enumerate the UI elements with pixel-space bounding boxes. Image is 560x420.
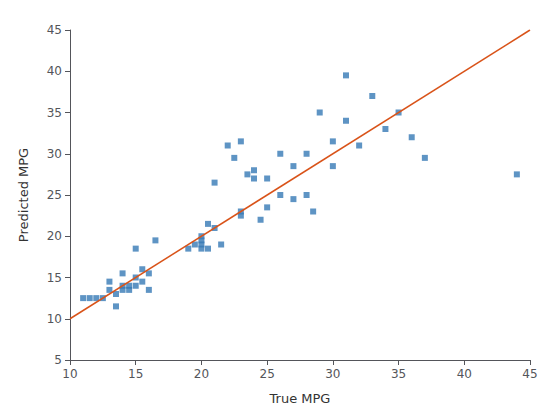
- svg-text:15: 15: [47, 271, 62, 285]
- svg-text:True MPG: True MPG: [269, 391, 331, 406]
- svg-text:45: 45: [47, 23, 62, 37]
- svg-text:35: 35: [391, 367, 406, 381]
- svg-text:30: 30: [47, 147, 62, 161]
- svg-text:35: 35: [47, 106, 62, 120]
- svg-text:25: 25: [47, 188, 62, 202]
- svg-text:25: 25: [260, 367, 275, 381]
- svg-text:30: 30: [325, 367, 340, 381]
- svg-text:10: 10: [62, 367, 77, 381]
- svg-text:40: 40: [47, 64, 62, 78]
- svg-text:5: 5: [54, 353, 62, 367]
- svg-text:10: 10: [47, 312, 62, 326]
- svg-text:45: 45: [522, 367, 537, 381]
- svg-text:40: 40: [457, 367, 472, 381]
- svg-text:15: 15: [128, 367, 143, 381]
- svg-text:20: 20: [47, 229, 62, 243]
- svg-text:20: 20: [194, 367, 209, 381]
- svg-text:Predicted MPG: Predicted MPG: [16, 148, 31, 242]
